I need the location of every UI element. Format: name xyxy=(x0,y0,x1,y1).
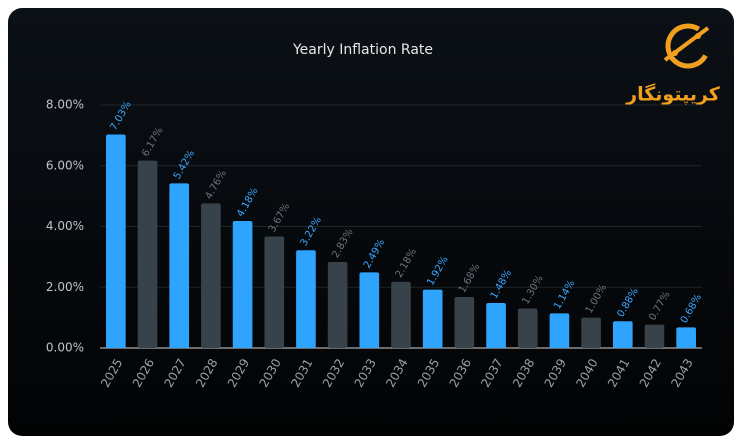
watermark: کریپتونگار xyxy=(625,83,721,106)
y-tick-label: 0.00% xyxy=(46,341,84,355)
bar xyxy=(232,221,253,348)
bar xyxy=(581,317,601,348)
y-tick-label: 6.00% xyxy=(46,158,84,172)
bar xyxy=(612,321,633,348)
bar xyxy=(169,183,190,348)
chart-title: Yearly Inflation Rate xyxy=(292,42,433,58)
bar xyxy=(359,272,380,348)
y-tick-label: 8.00% xyxy=(46,98,84,112)
bar xyxy=(106,134,126,348)
y-tick-label: 2.00% xyxy=(46,280,84,294)
bar xyxy=(391,281,411,348)
bar xyxy=(327,262,348,348)
bar xyxy=(454,296,475,348)
bar xyxy=(296,250,316,348)
logo-icon xyxy=(663,23,711,69)
bar xyxy=(201,203,221,348)
bar xyxy=(517,308,538,348)
bar xyxy=(486,303,506,348)
bar xyxy=(644,324,665,348)
bar xyxy=(137,160,158,348)
y-tick-label: 4.00% xyxy=(46,219,84,233)
bar xyxy=(676,327,696,348)
bar xyxy=(422,289,443,348)
bar xyxy=(549,313,570,348)
bar xyxy=(264,236,285,348)
